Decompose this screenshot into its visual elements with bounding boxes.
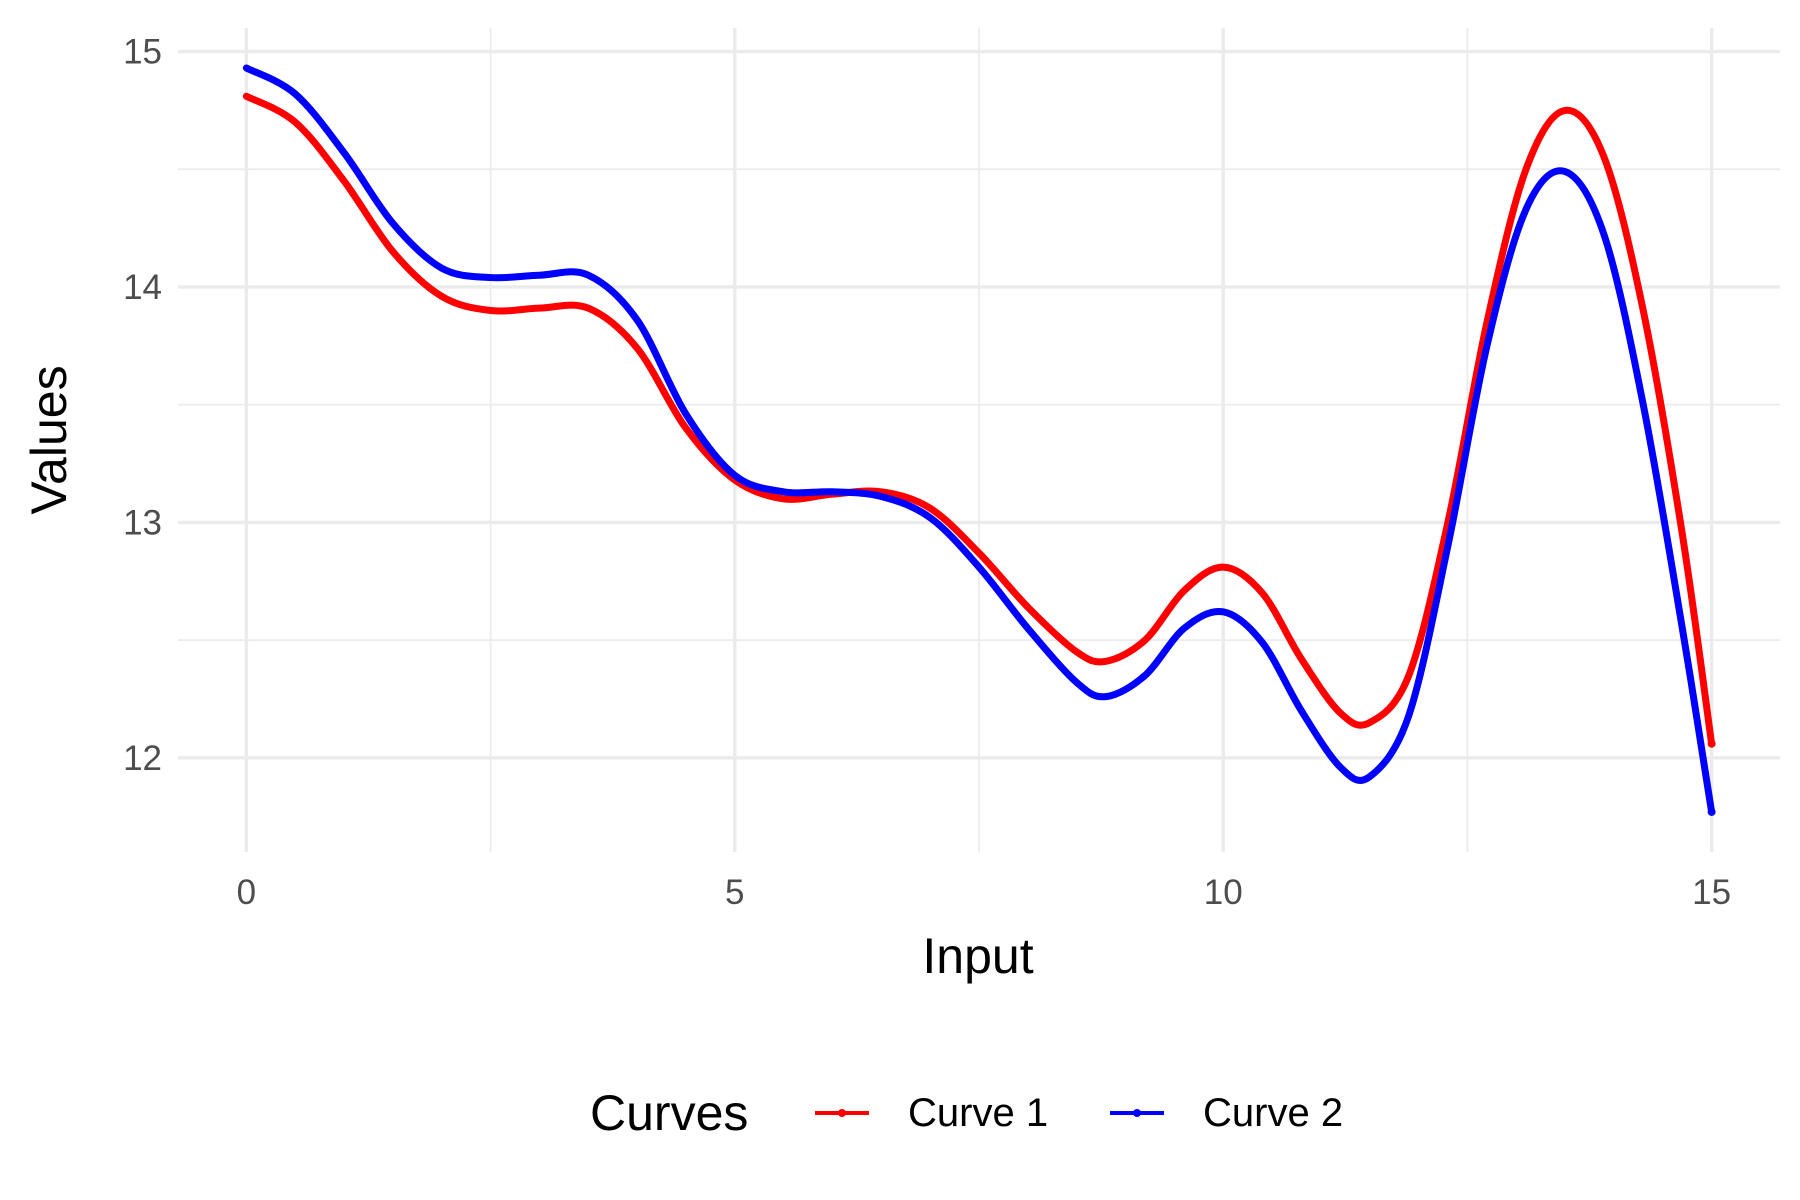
y-tick-label: 15 — [123, 33, 162, 72]
x-tick-label: 10 — [1204, 873, 1243, 912]
x-axis-ticks: 0 5 10 15 — [237, 873, 1731, 912]
y-tick-label: 12 — [123, 739, 162, 778]
legend-key-curve-1-point — [838, 1109, 846, 1117]
series-line-curve-2 — [242, 64, 1716, 816]
y-tick-label: 14 — [123, 268, 162, 307]
series-line-curve-1 — [242, 92, 1716, 748]
x-tick-label: 15 — [1692, 873, 1731, 912]
y-tick-label: 13 — [123, 503, 162, 542]
y-axis-title: Values — [21, 365, 77, 514]
legend-item-curve-1: Curve 1 — [815, 1091, 1048, 1135]
legend: Curves Curve 1 Curve 2 — [590, 1085, 1343, 1141]
y-axis-ticks: 12 13 14 15 — [123, 33, 162, 778]
legend-item-curve-2: Curve 2 — [1110, 1091, 1343, 1135]
x-axis-title: Input — [922, 928, 1033, 984]
legend-key-curve-2-point — [1133, 1109, 1141, 1117]
grid — [178, 28, 1780, 852]
legend-label-curve-1: Curve 1 — [908, 1091, 1048, 1135]
x-tick-label: 0 — [237, 873, 256, 912]
legend-label-curve-2: Curve 2 — [1203, 1091, 1343, 1135]
series-lines — [242, 64, 1716, 816]
series-end-point-curve-1 — [1707, 739, 1716, 748]
series-end-point-curve-2 — [1707, 807, 1716, 816]
legend-title: Curves — [590, 1085, 748, 1141]
x-tick-label: 5 — [725, 873, 744, 912]
